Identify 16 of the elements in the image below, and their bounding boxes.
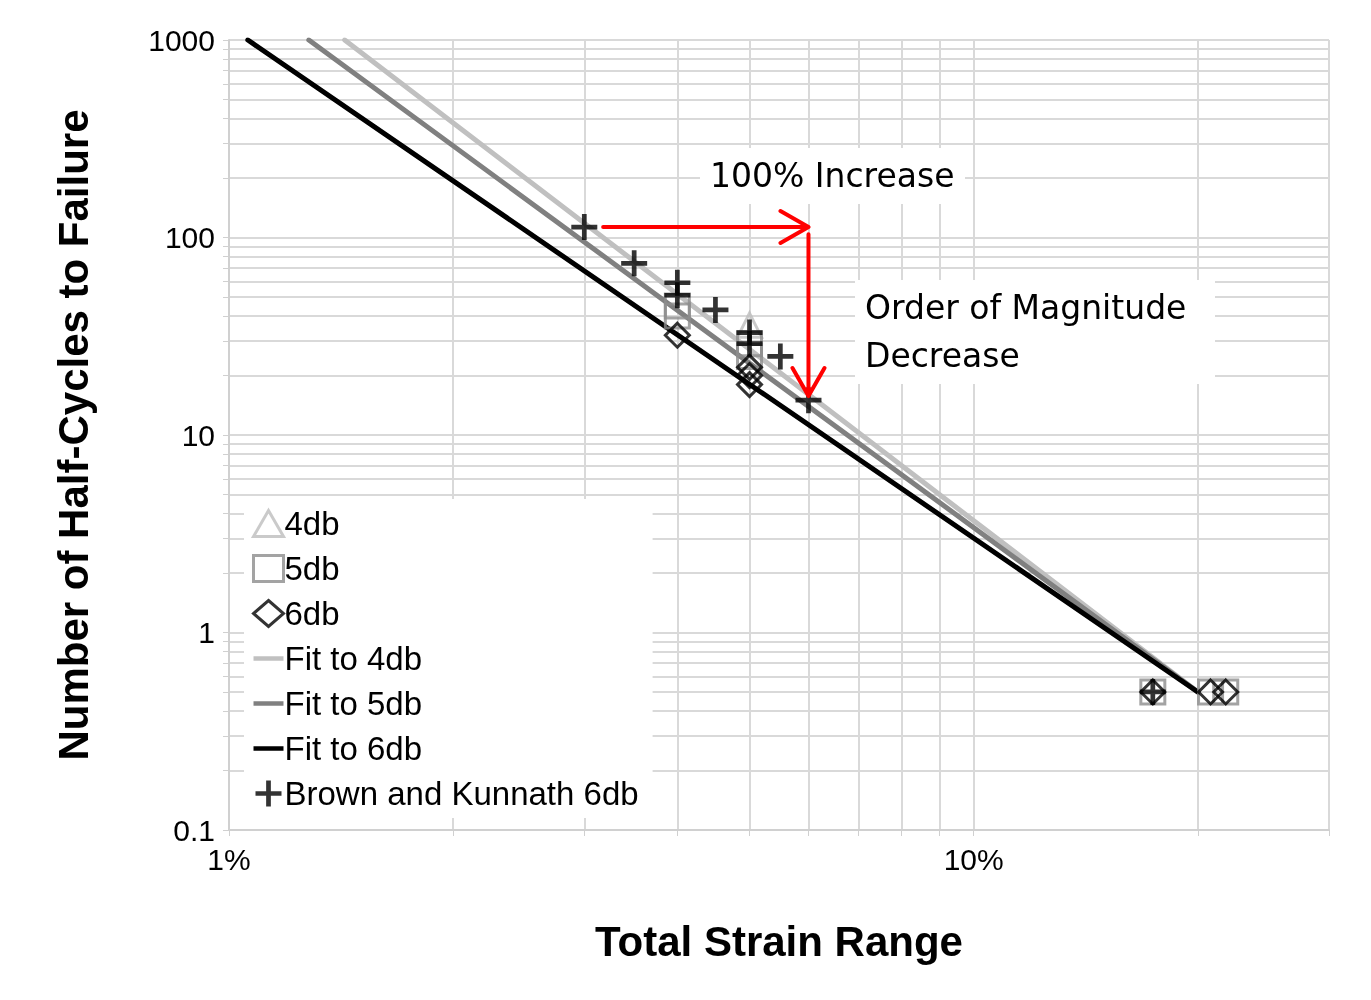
y-axis-title: Number of Half-Cycles to Failure [49, 109, 97, 761]
legend-label: 5db [284, 550, 340, 587]
legend-label: Fit to 5db [284, 685, 423, 722]
y-tick-label: 100 [164, 221, 215, 254]
legend-label: Fit to 4db [284, 640, 423, 677]
annotation: Order of Magnitude Decrease [855, 280, 1215, 384]
legend-label: Fit to 6db [284, 730, 423, 767]
y-tick-label: 1 [198, 616, 215, 649]
y-tick-label: 1000 [148, 23, 215, 57]
x-tick-label: 10% [943, 842, 1004, 876]
x-axis-title: Total Strain Range [595, 917, 963, 965]
legend-label: Brown and Kunnath 6db [284, 775, 639, 812]
annotation: 100% Increase [700, 148, 965, 204]
y-tick-label: 10 [181, 418, 215, 452]
legend-label: 6db [284, 595, 340, 632]
legend-label: 4db [284, 505, 340, 542]
